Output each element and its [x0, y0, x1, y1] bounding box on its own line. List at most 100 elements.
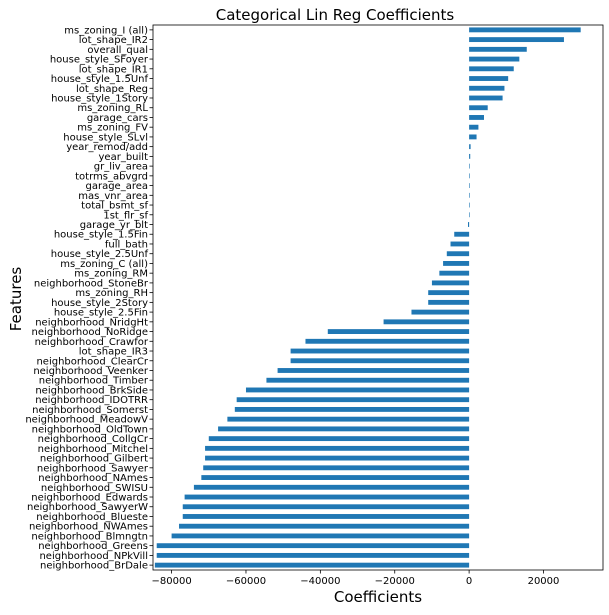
y-tick-label: garage_yr_blt — [80, 220, 148, 231]
bar — [266, 377, 470, 383]
y-tick-label: neighborhood_Veenker — [33, 366, 149, 377]
y-tick-label: overall_qual — [87, 45, 148, 56]
y-tick-label: neighborhood_NPkVill — [39, 551, 148, 562]
bar — [182, 514, 470, 519]
bar — [171, 533, 470, 539]
bar — [327, 329, 470, 334]
bar — [468, 222, 470, 227]
bar — [469, 56, 520, 62]
bar — [383, 319, 470, 325]
y-tick-label: neighborhood_BrkSide — [35, 385, 148, 396]
bar — [290, 348, 470, 354]
y-tick-label: total_bsmt_sf — [81, 201, 148, 212]
bar — [469, 95, 503, 101]
bar — [469, 202, 470, 208]
y-tick-label: neighborhood_Somerst — [32, 405, 148, 416]
bar — [201, 475, 470, 480]
chart-title: Categorical Lin Reg Coefficients — [216, 6, 455, 24]
bar — [469, 85, 505, 91]
x-axis-label: Coefficients — [334, 588, 422, 606]
y-tick-label: lot_shape_IR2 — [79, 35, 148, 46]
y-tick-label: neighborhood_NWAmes — [29, 522, 148, 533]
bar — [428, 290, 470, 296]
y-tick-label: neighborhood_Crawfor — [35, 337, 149, 348]
x-tick-label: −60000 — [226, 576, 266, 587]
y-tick-label: neighborhood_Sawyer — [37, 463, 149, 474]
y-axis-label: Features — [7, 267, 25, 332]
bar — [277, 368, 470, 373]
bar — [236, 397, 470, 403]
bar — [450, 241, 470, 247]
bar — [469, 37, 564, 43]
plot-area: ms_zoning_I (all)lot_shape_IR2overall_qu… — [25, 24, 604, 587]
y-tick-label: lot_shape_IR1 — [79, 64, 148, 75]
bar — [290, 358, 470, 364]
y-tick-label: neighborhood_Blueste — [36, 512, 148, 523]
x-tick-label: 20000 — [528, 576, 560, 587]
y-tick-label: 1st_flr_sf — [103, 210, 148, 221]
y-tick-label: neighborhood_NAmes — [38, 473, 148, 484]
y-tick-label: neighborhood_StoneBr — [34, 278, 149, 289]
y-tick-label: neighborhood_SawyerW — [27, 502, 148, 513]
bar — [245, 387, 470, 393]
y-tick-label: neighborhood_Greens — [38, 541, 148, 552]
y-tick-label: year_built — [99, 152, 149, 163]
bar — [454, 231, 470, 237]
y-tick-label: totrms_abvgrd — [75, 171, 148, 182]
y-tick-label: house_style_SLvl — [63, 132, 148, 143]
bar — [428, 299, 470, 305]
bar — [227, 416, 470, 422]
y-tick-label: garage_cars — [87, 113, 148, 124]
bar — [203, 465, 470, 471]
bar — [469, 144, 471, 150]
y-tick-label: ms_zoning_C (all) — [60, 259, 148, 270]
y-tick-label: house_style_2.5Unf — [51, 249, 149, 260]
y-tick-label: house_style_2.5Fin — [54, 308, 148, 319]
bar — [469, 46, 527, 52]
bar — [431, 280, 470, 286]
bar — [469, 115, 484, 120]
plot-frame — [152, 24, 604, 571]
x-tick-label: −20000 — [375, 576, 415, 587]
bar — [469, 66, 514, 72]
bar — [443, 261, 470, 266]
y-tick-label: year_remod/add — [66, 142, 148, 153]
y-tick-label: ms_zoning_RH — [75, 288, 148, 299]
bar — [469, 27, 581, 33]
y-tick-label: ms_zoning_RL — [77, 103, 148, 114]
bar — [193, 484, 470, 490]
bar — [184, 494, 470, 500]
x-tick-label: −80000 — [151, 576, 191, 587]
bar — [469, 76, 509, 81]
y-tick-label: neighborhood_NridgHt — [35, 317, 148, 328]
y-tick-label: neighborhood_ClearCr — [36, 356, 148, 367]
y-tick-label: neighborhood_NoRidge — [32, 327, 148, 338]
bar — [234, 406, 470, 412]
bar — [305, 338, 470, 344]
bar — [218, 426, 470, 432]
y-tick-label: lot_shape_IR3 — [79, 347, 148, 358]
bar — [469, 183, 470, 189]
y-tick-label: neighborhood_MeadowV — [25, 415, 148, 426]
y-tick-label: full_bath — [105, 239, 148, 250]
y-tick-label: mas_vnr_area — [78, 191, 148, 202]
y-tick-label: neighborhood_Mitchel — [38, 444, 148, 455]
bar — [469, 192, 470, 198]
bar — [182, 504, 470, 510]
y-tick-label: house_style_SFoyer — [50, 55, 149, 66]
y-tick-label: neighborhood_CollgCr — [38, 434, 149, 445]
bar — [469, 173, 470, 179]
x-tick-label: 0 — [466, 576, 472, 587]
bar — [469, 163, 470, 169]
bar — [469, 153, 471, 159]
y-tick-label: house_style_1.5Unf — [51, 74, 149, 85]
y-tick-label: lot_shape_Reg — [76, 84, 148, 95]
bar — [208, 436, 470, 442]
bar — [439, 270, 470, 276]
y-tick-label: ms_zoning_I (all) — [64, 25, 148, 36]
y-tick-label: ms_zoning_RM — [74, 269, 148, 280]
y-tick-label: neighborhood_Gilbert — [40, 454, 148, 465]
y-tick-label: garage_area — [85, 181, 148, 192]
bar — [156, 552, 470, 558]
